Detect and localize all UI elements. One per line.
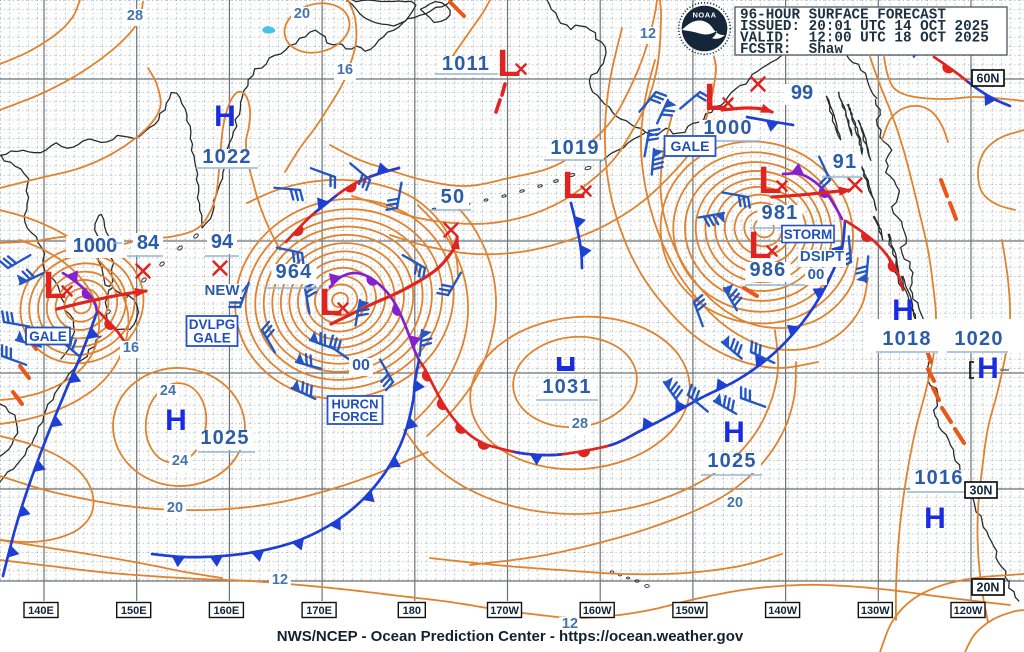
svg-text:140E: 140E bbox=[28, 605, 54, 617]
svg-text:16: 16 bbox=[337, 62, 353, 78]
svg-text:120W: 120W bbox=[954, 605, 983, 617]
svg-text:ISSUED: 20:01 UTC 14 OCT 2025: ISSUED: 20:01 UTC 14 OCT 2025 bbox=[740, 19, 989, 35]
svg-text:1019: 1019 bbox=[550, 137, 599, 159]
svg-text:L: L bbox=[43, 265, 66, 307]
svg-text:H: H bbox=[723, 416, 745, 449]
svg-text:150E: 150E bbox=[121, 605, 147, 617]
svg-text:180: 180 bbox=[403, 605, 421, 617]
svg-text:28: 28 bbox=[572, 416, 588, 432]
svg-text:NWS/NCEP - Ocean Prediction Ce: NWS/NCEP - Ocean Prediction Center - htt… bbox=[277, 628, 744, 645]
svg-text:12: 12 bbox=[562, 616, 578, 632]
svg-text:30N: 30N bbox=[970, 484, 993, 498]
svg-text:99: 99 bbox=[791, 82, 813, 104]
svg-text:50: 50 bbox=[441, 186, 466, 208]
svg-text:130W: 130W bbox=[861, 605, 890, 617]
svg-text:GALE: GALE bbox=[29, 329, 67, 344]
svg-text:GALE: GALE bbox=[193, 331, 231, 346]
svg-text:986: 986 bbox=[750, 259, 787, 281]
svg-text:HURCN: HURCN bbox=[332, 396, 379, 411]
svg-text:20: 20 bbox=[167, 500, 183, 516]
svg-text:1000: 1000 bbox=[73, 235, 118, 257]
svg-text:NOAA: NOAA bbox=[692, 11, 716, 20]
svg-text:H: H bbox=[892, 294, 914, 327]
svg-text:1022: 1022 bbox=[202, 146, 251, 168]
svg-text:H: H bbox=[977, 352, 999, 385]
svg-text:1018: 1018 bbox=[882, 328, 931, 350]
svg-text:170W: 170W bbox=[490, 605, 519, 617]
svg-text:91: 91 bbox=[833, 151, 858, 173]
svg-text:150W: 150W bbox=[676, 605, 705, 617]
svg-text:00: 00 bbox=[352, 357, 370, 374]
svg-text:1031: 1031 bbox=[542, 376, 591, 398]
svg-text:L: L bbox=[704, 77, 727, 119]
svg-text:12: 12 bbox=[272, 572, 288, 588]
svg-text:170E: 170E bbox=[306, 605, 332, 617]
svg-text:60N: 60N bbox=[977, 72, 1000, 86]
svg-text:160E: 160E bbox=[214, 605, 240, 617]
svg-text:96-HOUR SURFACE FORECAST: 96-HOUR SURFACE FORECAST bbox=[740, 8, 946, 24]
svg-text:12: 12 bbox=[640, 26, 656, 42]
svg-text:L: L bbox=[758, 160, 781, 202]
svg-text:16: 16 bbox=[123, 340, 139, 356]
svg-text:24: 24 bbox=[172, 453, 188, 469]
svg-text:94: 94 bbox=[211, 231, 234, 253]
svg-text:FORCE: FORCE bbox=[332, 409, 378, 424]
svg-text:L: L bbox=[748, 225, 771, 267]
svg-text:1025: 1025 bbox=[707, 450, 756, 472]
svg-text:1025: 1025 bbox=[200, 427, 249, 449]
svg-text:H: H bbox=[214, 100, 236, 133]
svg-text:20: 20 bbox=[294, 6, 310, 22]
svg-text:GALE: GALE bbox=[671, 138, 710, 154]
svg-text:140W: 140W bbox=[768, 605, 797, 617]
svg-text:84: 84 bbox=[137, 232, 160, 254]
svg-text:DSIPT: DSIPT bbox=[800, 248, 844, 265]
svg-text:964: 964 bbox=[276, 261, 313, 283]
svg-text:24: 24 bbox=[160, 383, 176, 399]
svg-text:1020: 1020 bbox=[954, 328, 1003, 350]
svg-text:1000: 1000 bbox=[703, 117, 752, 139]
svg-text:1016: 1016 bbox=[914, 467, 963, 489]
svg-text:H: H bbox=[165, 404, 187, 437]
svg-text:28: 28 bbox=[127, 8, 143, 24]
svg-text:STORM: STORM bbox=[784, 227, 833, 242]
svg-text:981: 981 bbox=[762, 202, 799, 224]
svg-text:20: 20 bbox=[727, 495, 743, 511]
svg-text:NEW: NEW bbox=[205, 282, 241, 299]
svg-text:L: L bbox=[497, 43, 520, 85]
svg-text:20N: 20N bbox=[977, 581, 1000, 595]
svg-text:160W: 160W bbox=[583, 605, 612, 617]
svg-text:1011: 1011 bbox=[442, 53, 490, 75]
svg-text:DVLPG: DVLPG bbox=[189, 317, 236, 332]
svg-text:H: H bbox=[924, 502, 946, 535]
svg-text:FCSTR: Shaw: FCSTR: Shaw bbox=[740, 42, 843, 58]
svg-text:00: 00 bbox=[808, 266, 825, 283]
svg-text:L: L bbox=[319, 282, 342, 324]
svg-text:L: L bbox=[562, 165, 585, 207]
svg-text:VALID: 12:00 UTC 18 OCT 2025: VALID: 12:00 UTC 18 OCT 2025 bbox=[740, 31, 989, 47]
